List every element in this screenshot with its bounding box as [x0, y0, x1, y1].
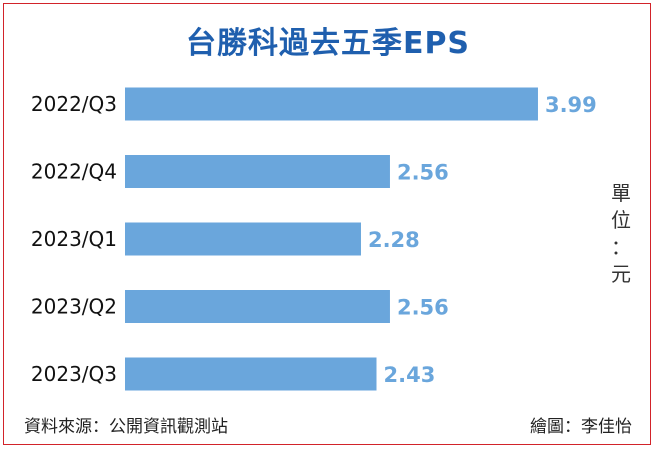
bar	[125, 87, 538, 121]
bar	[125, 155, 390, 188]
category-label: 2022/Q3	[31, 92, 117, 116]
value-label: 2.56	[397, 296, 449, 320]
category-label: 2023/Q2	[31, 295, 117, 319]
category-label: 2022/Q4	[31, 160, 117, 184]
value-label: 2.56	[397, 161, 449, 185]
value-label: 3.99	[545, 93, 597, 117]
graphic-credit: 繪圖：李佳怡	[530, 417, 632, 437]
data-source: 資料來源：公開資訊觀測站	[24, 417, 228, 437]
unit-char: ：	[611, 235, 631, 259]
unit-char: 位	[611, 208, 631, 232]
bar	[125, 357, 377, 391]
chart-title: 台勝科過去五季EPS	[185, 26, 471, 61]
category-label: 2023/Q3	[31, 362, 117, 386]
value-label: 2.43	[384, 363, 436, 387]
unit-char: 元	[611, 262, 631, 286]
category-label: 2023/Q1	[31, 227, 117, 251]
bar	[125, 222, 361, 256]
value-label: 2.28	[368, 228, 420, 252]
unit-label: 單 位 ： 元	[606, 180, 636, 288]
unit-char: 單	[611, 181, 631, 205]
bar	[125, 290, 390, 323]
